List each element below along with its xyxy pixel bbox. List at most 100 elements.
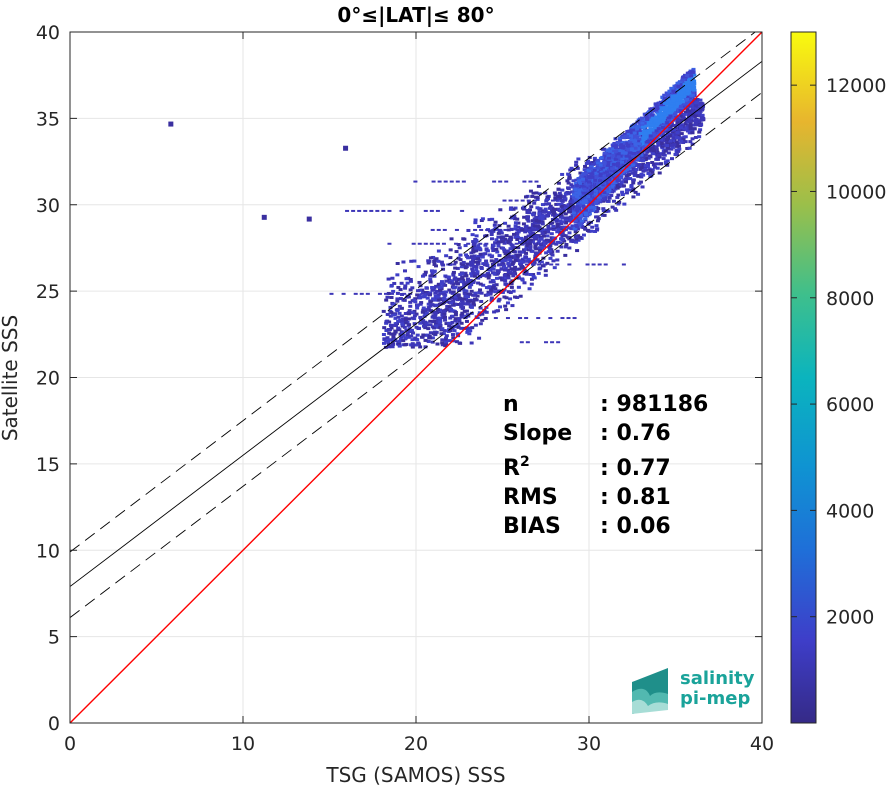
density-cell	[512, 217, 517, 221]
density-cell	[388, 305, 393, 309]
density-cell	[644, 156, 649, 160]
density-cell	[653, 122, 658, 126]
density-cell	[428, 256, 433, 260]
density-cell	[516, 221, 521, 225]
density-cell	[587, 197, 592, 201]
density-cell	[502, 288, 507, 292]
density-cell	[496, 240, 501, 244]
density-cell	[439, 285, 444, 289]
density-cell	[556, 341, 561, 344]
density-cell	[439, 332, 444, 336]
density-cell	[637, 119, 642, 123]
density-cell	[654, 137, 659, 141]
density-cell	[544, 240, 549, 244]
density-cell	[663, 161, 668, 165]
density-cell	[457, 286, 462, 290]
density-cell	[403, 343, 408, 347]
density-cell	[564, 218, 569, 222]
density-cell	[687, 131, 692, 135]
density-cell	[500, 240, 505, 244]
density-cell	[442, 315, 447, 319]
density-cell	[453, 317, 458, 321]
density-cell	[415, 306, 420, 310]
density-cell	[674, 126, 679, 130]
density-cell	[455, 282, 460, 286]
density-cell	[483, 252, 488, 256]
density-cell	[525, 259, 530, 263]
density-cell	[448, 316, 453, 320]
density-cell	[576, 196, 581, 200]
density-cell	[395, 297, 400, 301]
density-cell	[508, 297, 513, 301]
density-cell	[466, 256, 471, 260]
density-cell	[537, 210, 542, 214]
density-cell	[496, 231, 501, 235]
density-cell	[484, 242, 489, 245]
y-tick-label: 30	[36, 195, 60, 217]
density-cell	[517, 250, 522, 254]
density-cell	[522, 180, 527, 183]
density-cell	[395, 273, 400, 277]
density-cell	[567, 246, 572, 250]
density-cell	[556, 181, 561, 185]
density-cell	[624, 168, 629, 172]
density-cell	[418, 296, 423, 300]
density-cell	[571, 193, 576, 197]
density-cell	[620, 157, 625, 161]
density-cell	[474, 265, 479, 269]
density-cell	[459, 265, 464, 269]
density-cell	[423, 209, 428, 212]
density-cell	[546, 197, 551, 201]
density-cell	[563, 245, 568, 249]
density-cell	[417, 293, 422, 297]
density-cell	[491, 267, 496, 271]
density-cell	[613, 207, 618, 211]
density-cell	[437, 302, 442, 306]
density-cell	[466, 242, 471, 245]
density-cell	[642, 112, 647, 116]
density-cell	[552, 266, 557, 270]
density-cell	[642, 136, 647, 140]
density-cell	[389, 310, 394, 314]
density-cell	[390, 276, 395, 280]
density-cell	[508, 207, 513, 211]
density-cell	[611, 199, 616, 203]
stat-value: : 981186	[600, 392, 708, 417]
density-cell	[432, 262, 437, 266]
density-cell	[661, 126, 666, 130]
density-cell	[532, 201, 537, 205]
density-cell	[606, 174, 611, 178]
density-cell	[685, 125, 690, 129]
density-cell	[443, 338, 448, 342]
density-cell	[619, 162, 624, 166]
density-cell	[590, 202, 595, 206]
density-cell	[524, 317, 529, 320]
density-cell	[458, 272, 463, 276]
density-cell	[473, 323, 478, 327]
density-cell	[639, 116, 644, 120]
density-cell	[509, 228, 514, 231]
density-cell	[547, 246, 552, 250]
density-cell	[457, 289, 462, 293]
density-cell	[691, 106, 696, 110]
density-cell	[670, 87, 675, 91]
density-cell	[632, 174, 637, 178]
density-cell	[665, 121, 670, 125]
density-cell	[656, 143, 661, 147]
density-cell	[407, 309, 412, 313]
density-cell	[440, 327, 445, 331]
density-cell	[595, 182, 600, 186]
density-cell	[672, 143, 677, 147]
density-cell	[419, 301, 424, 305]
density-cell	[437, 288, 442, 292]
density-cell	[436, 325, 441, 329]
density-cell	[631, 123, 636, 127]
density-cell	[515, 295, 520, 299]
density-cell	[697, 114, 702, 118]
density-cell	[478, 322, 483, 326]
density-cell	[662, 112, 667, 116]
density-cell	[403, 321, 408, 325]
density-cell	[637, 142, 642, 146]
density-cell	[415, 338, 420, 342]
